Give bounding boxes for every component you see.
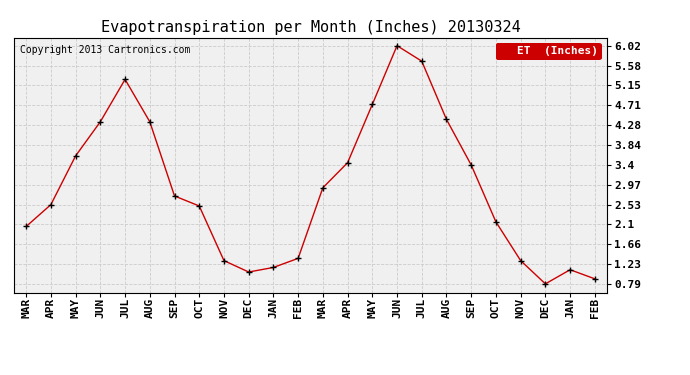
Text: Copyright 2013 Cartronics.com: Copyright 2013 Cartronics.com <box>20 45 190 55</box>
Title: Evapotranspiration per Month (Inches) 20130324: Evapotranspiration per Month (Inches) 20… <box>101 20 520 35</box>
Legend: ET  (Inches): ET (Inches) <box>496 43 602 60</box>
